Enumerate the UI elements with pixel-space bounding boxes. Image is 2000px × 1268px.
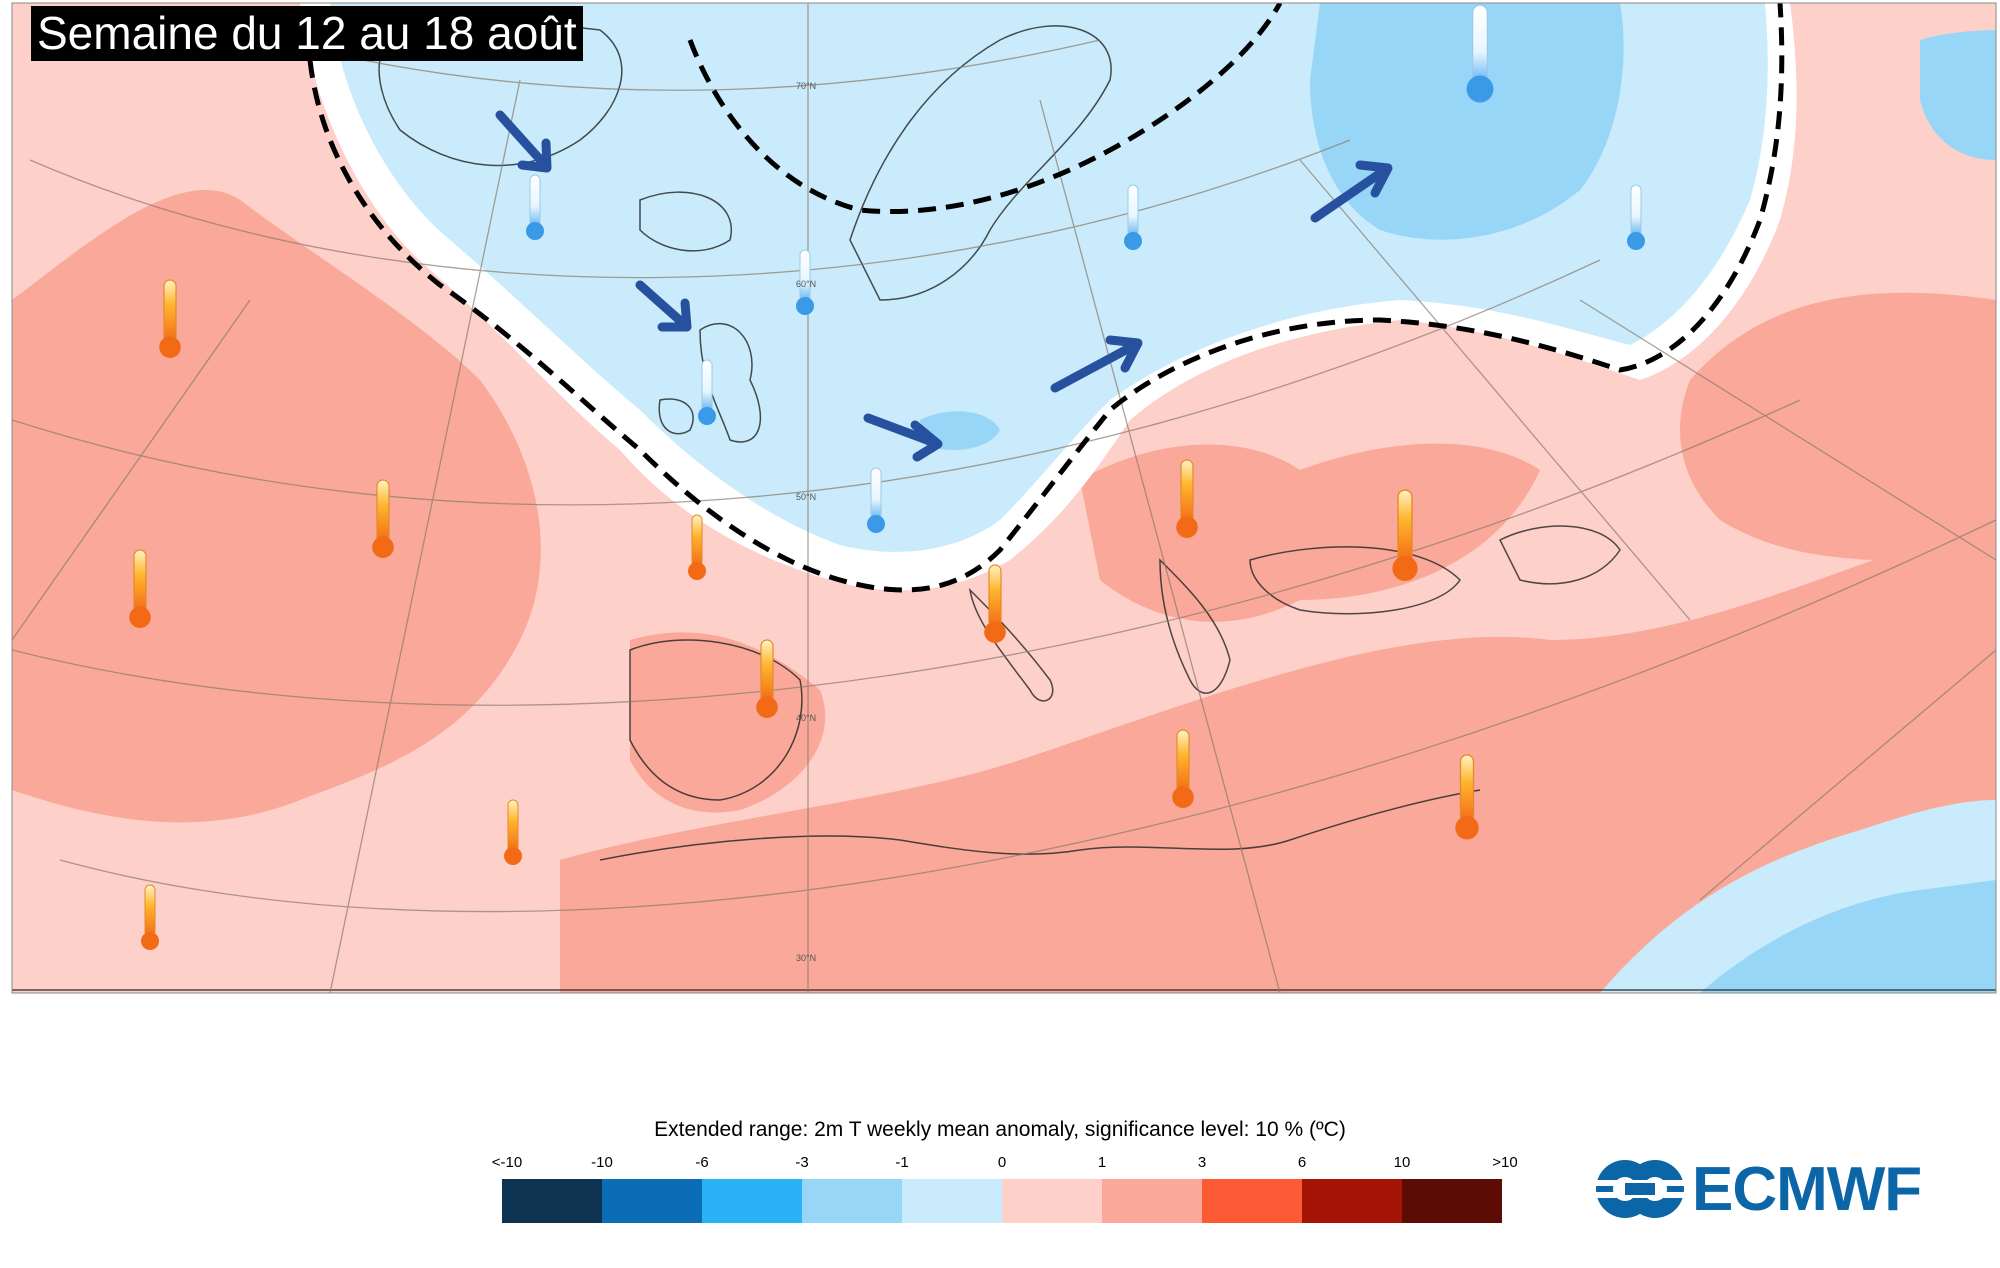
cold-zone-mid-3 bbox=[1920, 30, 1996, 160]
legend-swatch bbox=[602, 1179, 702, 1223]
warm-thermometer-icon bbox=[504, 799, 522, 865]
legend-colorbar bbox=[502, 1179, 1502, 1223]
legend-tick: 0 bbox=[997, 1154, 1007, 1171]
warm-thermometer-icon bbox=[688, 514, 706, 580]
legend-swatch bbox=[902, 1179, 1002, 1223]
map-title: Semaine du 12 au 18 août bbox=[31, 6, 583, 61]
legend-swatch bbox=[702, 1179, 802, 1223]
lat-label-30: 30°N bbox=[796, 953, 816, 963]
legend-swatch bbox=[1402, 1179, 1502, 1223]
latitude-labels: 70°N 60°N 50°N 40°N 30°N bbox=[796, 81, 816, 963]
legend-swatch bbox=[502, 1179, 602, 1223]
lat-label-70: 70°N bbox=[796, 81, 816, 91]
legend-tick: 1 bbox=[1097, 1154, 1107, 1171]
warm-thermometer-icon bbox=[372, 479, 394, 558]
legend-tick: -6 bbox=[695, 1154, 709, 1171]
lat-label-60: 60°N bbox=[796, 279, 816, 289]
lat-label-40: 40°N bbox=[796, 713, 816, 723]
legend-swatch bbox=[1302, 1179, 1402, 1223]
thermometers bbox=[129, 4, 1645, 950]
cold-zone-se-mid bbox=[1700, 880, 1996, 993]
warm-thermometer-icon bbox=[129, 549, 151, 628]
legend-tick: -10 bbox=[591, 1154, 613, 1171]
cold-thermometer-icon bbox=[526, 174, 544, 240]
arrow-cold-advection-1 bbox=[495, 110, 552, 173]
warm-thermometer-icon bbox=[756, 639, 778, 718]
cold-thermometer-icon bbox=[867, 467, 885, 533]
warm-thermometer-icon bbox=[1455, 754, 1479, 840]
legend-swatch bbox=[1102, 1179, 1202, 1223]
map-frame bbox=[11, 2, 1997, 994]
legend-tick: <-10 bbox=[491, 1154, 523, 1171]
cold-thermometer-icon bbox=[1466, 4, 1494, 103]
warm-thermometer-icon bbox=[1392, 489, 1418, 581]
warm-thermometer-icon bbox=[1176, 459, 1198, 538]
cold-thermometer-icon bbox=[796, 249, 814, 315]
legend-swatch bbox=[1002, 1179, 1102, 1223]
legend-tick: -3 bbox=[795, 1154, 809, 1171]
warm-thermometer-icon bbox=[141, 884, 159, 950]
legend-tick: 6 bbox=[1297, 1154, 1307, 1171]
warm-east-zone bbox=[1680, 292, 1996, 561]
ecmwf-logo-icon bbox=[1594, 1160, 1686, 1218]
legend-title: Extended range: 2m T weekly mean anomaly… bbox=[654, 1118, 1346, 1141]
coastlines bbox=[12, 22, 1996, 991]
warm-thermometer-icon bbox=[159, 279, 181, 358]
ecmwf-logo-text: ECMWF bbox=[1692, 1154, 1922, 1224]
warm-northafrica-zone bbox=[560, 520, 1996, 993]
legend-swatch bbox=[1202, 1179, 1302, 1223]
legend-tick: -1 bbox=[895, 1154, 909, 1171]
graticule bbox=[12, 3, 1996, 993]
legend-tick: 3 bbox=[1197, 1154, 1207, 1171]
cold-thermometer-icon bbox=[1124, 184, 1142, 250]
warm-thermometer-icon bbox=[984, 564, 1006, 643]
significance-contour bbox=[307, 3, 1785, 593]
cold-thermometer-icon bbox=[698, 359, 716, 425]
arrow-cold-advection-5 bbox=[1310, 160, 1393, 223]
legend-tick: 10 bbox=[1393, 1154, 1411, 1171]
legend-ticks: <-10 -10 -6 -3 -1 0 1 3 6 10 >10 bbox=[0, 1154, 2000, 1174]
lat-label-50: 50°N bbox=[796, 492, 816, 502]
arrow-cold-advection-4 bbox=[1050, 335, 1143, 393]
legend-swatch bbox=[802, 1179, 902, 1223]
arrows bbox=[495, 110, 1393, 462]
ecmwf-logo: ECMWF bbox=[1594, 1155, 1922, 1224]
warm-atlantic-zone bbox=[12, 190, 541, 823]
arrow-cold-advection-2 bbox=[635, 280, 692, 332]
legend-tick: >10 bbox=[1492, 1154, 1518, 1171]
significance-contour-north bbox=[687, 3, 1283, 215]
cold-zone-mid bbox=[1310, 3, 1624, 240]
warm-thermometer-icon bbox=[1172, 729, 1194, 808]
arrow-cold-advection-3 bbox=[863, 413, 943, 462]
cold-thermometer-icon bbox=[1627, 184, 1645, 250]
warm-balkans-zone bbox=[1080, 443, 1540, 622]
